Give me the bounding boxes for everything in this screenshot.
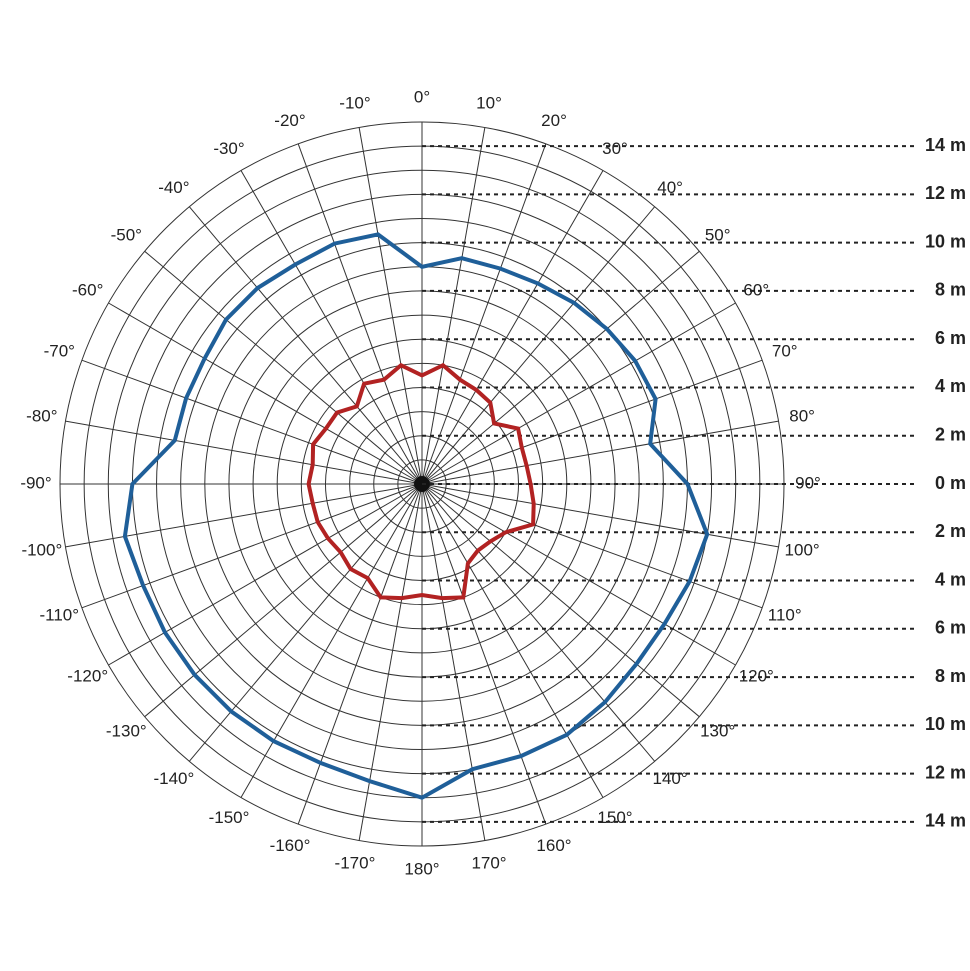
theta-tick-label: 30° [602,139,628,158]
theta-tick-label: -140° [153,769,194,788]
grid-spoke [108,302,423,485]
distance-label: 4 m [935,376,966,396]
theta-tick-label: 50° [705,225,731,244]
theta-tick-label: -30° [213,139,244,158]
grid-spoke [421,143,547,485]
distance-label: 14 m [925,811,966,831]
distance-label: 0 m [935,473,966,493]
grid-spoke [144,483,423,718]
theta-tick-label: 80° [789,406,815,425]
grid-spoke [421,420,779,485]
theta-tick-label: -80° [26,406,57,425]
grid-spoke [421,302,736,485]
theta-tick-label: -130° [106,722,147,741]
grid-spoke [65,420,423,485]
theta-tick-label: 10° [476,93,502,112]
grid-spoke [421,250,700,485]
theta-tick-label: 70° [772,341,798,360]
distance-label: 2 m [935,521,966,541]
theta-tick-label: -40° [158,178,189,197]
theta-tick-label: 0° [414,87,430,106]
grid-spoke [421,483,736,666]
theta-tick-label: 120° [739,666,774,685]
grid-spoke [421,170,604,485]
grid-spoke [144,250,423,485]
grid-spoke [297,143,423,485]
distance-label: 10 m [925,714,966,734]
grid-spoke [81,359,423,485]
series-line [306,362,536,601]
distance-label: 4 m [935,569,966,589]
polar-grid: -170° -160° -150° -140° -130° -120° -110° -100°… [20,87,966,878]
theta-tick-label: 140° [653,769,688,788]
theta-tick-label: 170° [471,854,506,873]
distance-label: 2 m [935,424,966,444]
distance-label: 12 m [925,762,966,782]
distance-label: 14 m [925,135,966,155]
theta-tick-label: -60° [72,280,103,299]
grid-spoke [240,170,423,485]
theta-tick-label: -70° [44,341,75,360]
grid-spoke [81,483,423,609]
theta-tick-label: 40° [657,178,683,197]
series-line [122,232,710,800]
theta-tick-label: 110° [768,606,802,625]
theta-tick-label: -10° [339,93,370,112]
grid-spoke [421,483,486,841]
distance-label: 8 m [935,280,966,300]
distance-label: 6 m [935,618,966,638]
theta-tick-label: 100° [785,541,820,560]
theta-tick-label: -170° [335,854,376,873]
theta-tick-label: -20° [274,111,305,130]
grid-spoke [421,483,604,798]
theta-tick-label: 90° [795,473,821,492]
grid-spoke [188,206,423,485]
theta-tick-label: 20° [541,111,567,130]
theta-tick-label: -90° [20,473,51,492]
theta-tick-label: -160° [270,836,311,855]
grid-spoke [421,483,779,548]
grid-spoke [240,483,423,798]
theta-tick-label: 130° [700,722,735,741]
grid-spoke [421,483,547,825]
distance-label: 6 m [935,328,966,348]
theta-tick-label: 160° [536,836,571,855]
grid-spoke [421,483,656,762]
theta-tick-label: -110° [39,606,79,625]
grid-spoke [421,483,763,609]
grid-spoke [188,483,423,762]
theta-tick-label: 60° [743,280,769,299]
distance-label: 10 m [925,231,966,251]
grid-spoke [358,127,423,485]
distance-label: 12 m [925,183,966,203]
theta-tick-label: 150° [597,808,632,827]
grid-spoke [421,206,656,485]
theta-tick-label: 180° [404,859,439,878]
theta-tick-label: -100° [21,541,62,560]
grid-spoke [421,483,700,718]
theta-tick-label: -50° [111,225,142,244]
theta-tick-label: -150° [209,808,250,827]
plot-area [122,232,710,800]
grid-spoke [421,359,763,485]
distance-label: 8 m [935,666,966,686]
grid-spoke [421,127,486,485]
theta-tick-label: -120° [67,666,108,685]
grid-spoke [297,483,423,825]
grid-spoke [108,483,423,666]
